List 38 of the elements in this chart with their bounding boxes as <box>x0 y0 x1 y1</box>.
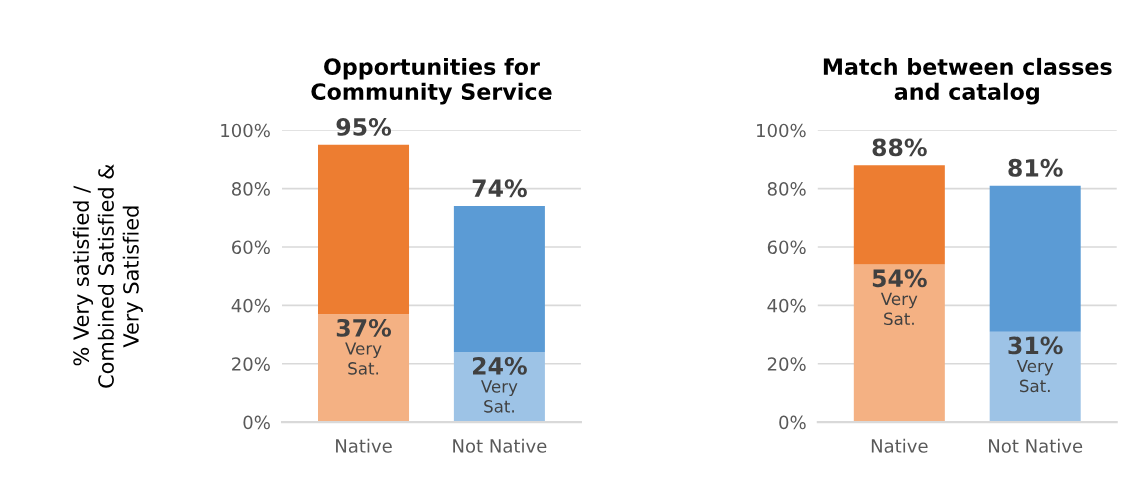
series-label: Very Sat. <box>880 292 918 326</box>
y-axis-title: % Very satisfied / Combined Satisfied & Very Satisfied <box>72 164 143 388</box>
y-tick-label: 80% <box>231 182 270 196</box>
y-tick-label: 0% <box>243 415 270 430</box>
data-label: 54% <box>872 269 927 288</box>
y-tick-label: 60% <box>767 240 806 255</box>
text: Very Sat. <box>345 342 382 375</box>
total-label: 74% <box>472 179 527 198</box>
y-tick-label: 40% <box>231 298 270 313</box>
bar <box>853 165 945 265</box>
y-tick-label: 20% <box>232 357 270 371</box>
bar <box>453 206 545 353</box>
x-tick-label: Not Native <box>989 438 1083 453</box>
bar <box>989 185 1081 332</box>
chart-title: Match between classes and catalog <box>823 57 1112 105</box>
y-tick-label: 100% <box>221 123 270 138</box>
bar <box>989 331 1081 423</box>
y-tick-label: 40% <box>767 298 806 313</box>
x-tick-label: Not Native <box>453 438 547 453</box>
total-label: 95% <box>336 118 392 136</box>
text: Very Sat. <box>1016 359 1054 393</box>
total-label: 81% <box>1008 158 1063 177</box>
x-tick-label: Native <box>336 438 392 453</box>
x-tick-label: Native <box>871 438 928 453</box>
total-label: 88% <box>872 138 927 157</box>
y-tick-label: 0% <box>779 415 806 430</box>
data-label: 37% <box>336 318 392 337</box>
bar <box>318 144 410 315</box>
y-tick-label: 80% <box>767 182 806 196</box>
y-tick-label: 100% <box>757 123 806 138</box>
bar <box>318 314 410 423</box>
series-label: Very Sat. <box>480 380 518 413</box>
y-tick-label: 60% <box>232 240 270 255</box>
bar <box>853 264 945 423</box>
chart-title: Opportunities for Community Service <box>311 57 552 105</box>
data-label: 31% <box>1008 336 1063 355</box>
data-label: 24% <box>473 356 527 375</box>
y-tick-label: 20% <box>767 357 806 371</box>
